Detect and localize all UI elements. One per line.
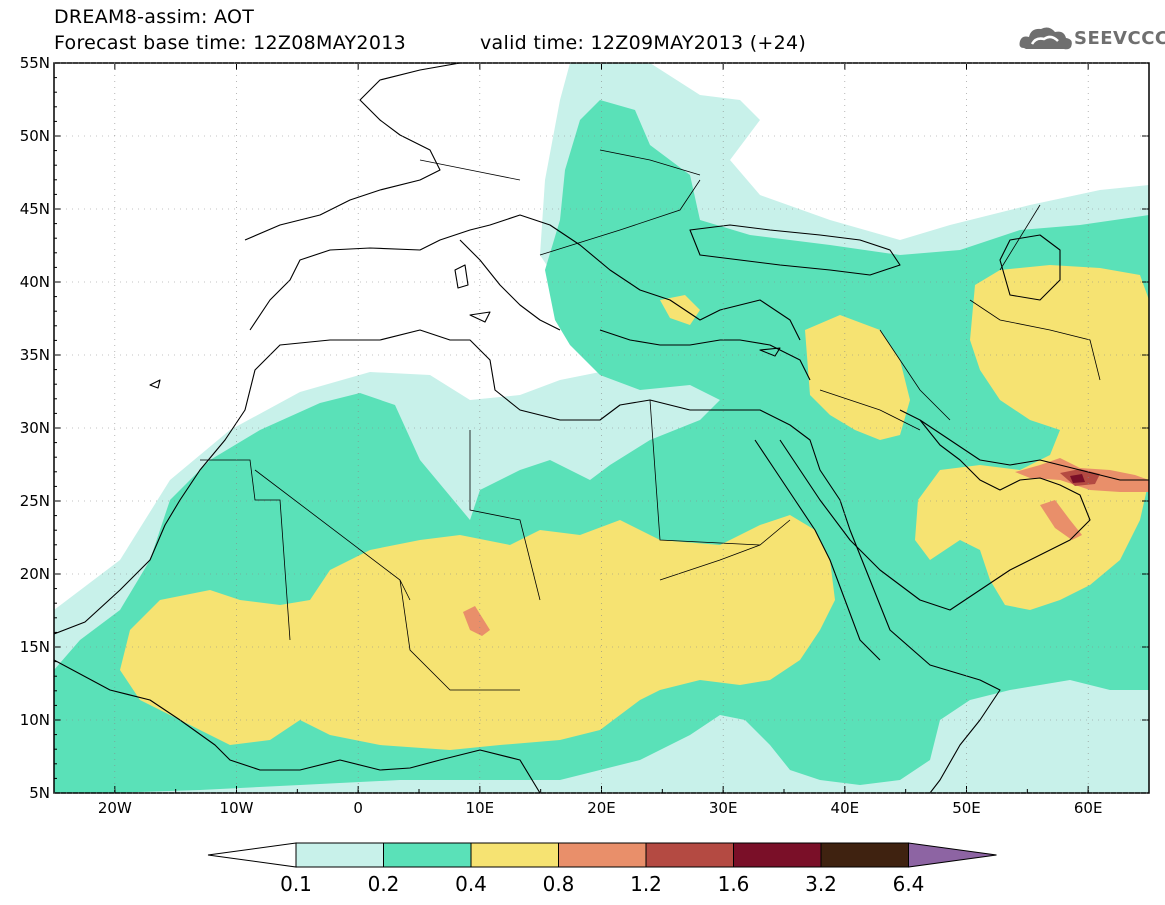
colorbar-label: 0.4 bbox=[455, 872, 487, 896]
lat-tick-label: 10N bbox=[20, 711, 50, 729]
lat-tick-label: 35N bbox=[20, 346, 50, 364]
colorbar-swatch bbox=[383, 842, 472, 868]
lon-tick-label: 30E bbox=[709, 799, 738, 817]
colorbar-swatch bbox=[820, 842, 909, 868]
valid-time: valid time: 12Z09MAY2013 (+24) bbox=[480, 32, 807, 54]
borders bbox=[200, 149, 1101, 691]
lat-tick-label: 15N bbox=[20, 638, 50, 656]
lon-tick-label: 60E bbox=[1074, 799, 1103, 817]
colorbar-swatch bbox=[733, 842, 822, 868]
colorbar-arrow-low bbox=[207, 842, 297, 868]
lat-tick-label: 55N bbox=[20, 54, 50, 72]
coastlines bbox=[54, 63, 1149, 793]
colorbar-label: 0.8 bbox=[543, 872, 575, 896]
lat-tick-label: 50N bbox=[20, 127, 50, 145]
colorbar-swatch bbox=[645, 842, 734, 868]
colorbar-label: 6.4 bbox=[893, 872, 925, 896]
colorbar-swatch bbox=[295, 842, 384, 868]
lat-tick-label: 45N bbox=[20, 200, 50, 218]
colorbar-arrow-high bbox=[908, 842, 997, 868]
seevccc-logo: SEEVCCC bbox=[1018, 22, 1165, 56]
lon-tick-label: 20W bbox=[98, 799, 132, 817]
lat-tick-label: 20N bbox=[20, 565, 50, 583]
map-title: DREAM8-assim: AOT bbox=[54, 6, 255, 28]
tick-labels: 55N 50N 45N 40N 35N 30N 25N 20N 15N 10N 5N 20W 10W 0 1… bbox=[20, 54, 1103, 817]
lon-tick-label: 10W bbox=[220, 799, 254, 817]
colorbar-label: 1.2 bbox=[630, 872, 662, 896]
lat-tick-label: 25N bbox=[20, 492, 50, 510]
lat-tick-label: 40N bbox=[20, 273, 50, 291]
colorbar-label: 1.6 bbox=[718, 872, 750, 896]
lat-tick-label: 30N bbox=[20, 419, 50, 437]
colorbar-label: 3.2 bbox=[805, 872, 837, 896]
forecast-base-time: Forecast base time: 12Z08MAY2013 bbox=[54, 32, 406, 54]
lon-tick-label: 20E bbox=[587, 799, 616, 817]
colorbar-label: 0.1 bbox=[280, 872, 312, 896]
colorbar-label: 0.2 bbox=[368, 872, 400, 896]
cloud-icon bbox=[1019, 27, 1072, 50]
lon-tick-label: 0 bbox=[353, 799, 363, 817]
logo-text: SEEVCCC bbox=[1074, 28, 1165, 49]
lon-tick-label: 10E bbox=[466, 799, 495, 817]
colorbar-swatch bbox=[470, 842, 559, 868]
colorbar-swatch bbox=[558, 842, 647, 868]
lon-tick-label: 50E bbox=[952, 799, 981, 817]
lon-tick-label: 40E bbox=[831, 799, 860, 817]
color-bar: 0.1 0.2 0.4 0.8 1.2 1.6 3.2 6.4 bbox=[207, 842, 997, 896]
aot-band-1.6 bbox=[1070, 474, 1085, 483]
lat-tick-label: 5N bbox=[29, 784, 50, 802]
tick-marks bbox=[53, 62, 1150, 794]
